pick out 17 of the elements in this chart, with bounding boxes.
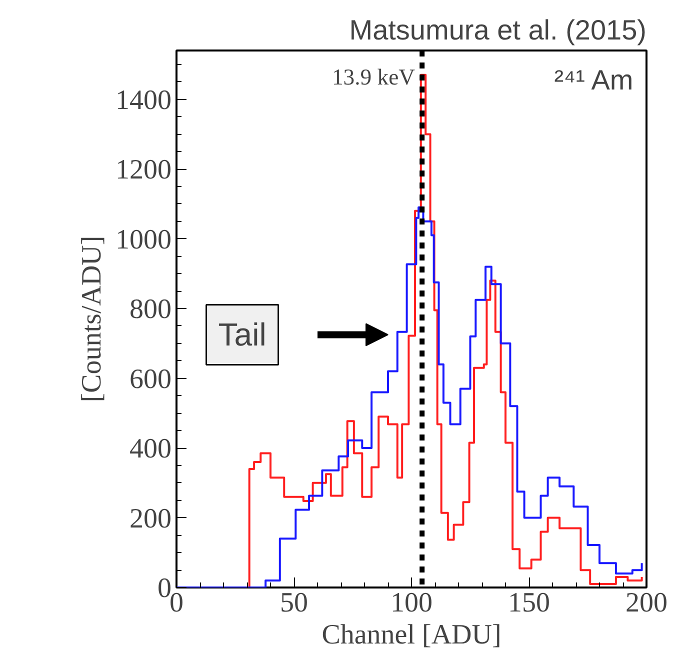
annotation: Tail bbox=[218, 316, 266, 353]
y-tick-label: 1000 bbox=[116, 224, 172, 256]
x-tick-label: 50 bbox=[280, 588, 308, 618]
y-tick-label: 600 bbox=[130, 364, 172, 395]
x-axis-title: Channel [ADU] bbox=[322, 620, 502, 650]
x-tick-label: 100 bbox=[390, 588, 432, 618]
x-tick-label: 150 bbox=[508, 588, 550, 618]
chart-title: Matsumura et al. (2015) bbox=[349, 14, 647, 46]
y-tick-label: 400 bbox=[130, 434, 172, 465]
annotation: ²⁴¹ Am bbox=[554, 64, 634, 96]
y-tick-label: 1200 bbox=[116, 154, 172, 186]
y-tick-label: 1400 bbox=[116, 84, 172, 116]
ref-line-label: 13.9 keV bbox=[332, 64, 416, 90]
y-tick-label: 800 bbox=[130, 294, 172, 326]
y-tick-label: 200 bbox=[130, 503, 172, 534]
x-tick-label: 200 bbox=[626, 588, 668, 618]
y-axis-title: [Counts/ADU] bbox=[76, 236, 108, 402]
